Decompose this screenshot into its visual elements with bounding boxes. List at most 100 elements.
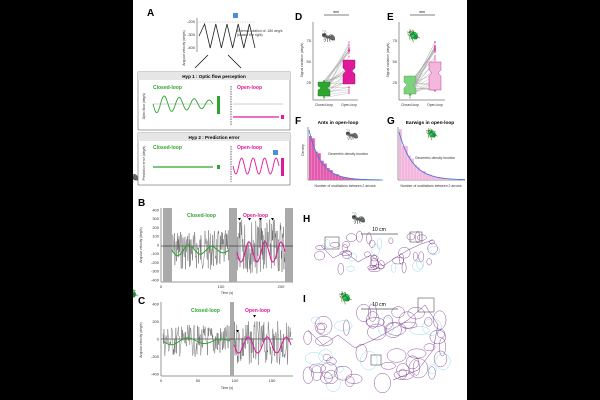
hyp1-box [137,71,291,131]
panel-b-yticks: 400 300 200 100 0 -100 -200 -300 -400 [151,207,160,282]
panel-h-loops [314,230,441,275]
hist-bar [438,177,441,180]
panel-f-histogram [309,136,381,180]
trajectory-loop [412,360,420,376]
panel-c-xtick-2: 100 [232,378,239,383]
hist-bar [447,178,450,180]
trajectory-loop [422,318,442,336]
panel-d: D Signal variation (deg/s) 75 50 25 *** … [295,11,358,107]
panel-b-xtick-2: 200 [278,284,285,289]
pair-point [434,47,436,49]
pair-point [348,88,350,91]
trajectory-loop [376,237,383,250]
hist-bar [423,171,426,180]
hyp2-title: Hyp 2 : Prediction error [188,135,239,140]
trajectory-loop [400,321,418,329]
trajectory-loop [303,330,312,345]
panel-f-xlabel: Number of oscillations between 2 arrows [314,184,375,188]
arrow-right [227,54,242,69]
hist-bar [321,160,324,180]
panel-e-ytick-50: 50 [393,59,398,64]
panel-d-ytick-75: 75 [307,38,312,43]
hyp2-ylabel: Prediction error (deg/s) [142,146,146,181]
trajectory-loop [314,250,325,261]
b-yticks-7: -300 [151,269,160,274]
panel-f-ant-icon: 🐜 [345,129,359,141]
trajectory-loop [426,258,432,266]
trajectory-loop [435,353,451,370]
trajectory-loop [315,245,326,250]
hist-bar [327,168,330,180]
panel-label-e: E [387,12,394,23]
trajectory-loop [390,263,397,273]
trajectory-loop [429,329,446,345]
hist-bar [414,164,417,180]
panel-e-cat-closed: Closed-loop [401,103,419,107]
panel-d-box-open [342,59,356,85]
trajectory-loop [439,337,446,357]
panel-f-legend: Geometric density function [328,152,368,156]
panel-h-scale: 10 cm [372,227,386,233]
figure: A Angular velocity (deg/s) -200 -300 -40… [133,0,467,400]
panel-e: E Signal variation (deg/s) 75 50 25 *** … [386,11,445,107]
trajectory-loop [374,372,391,394]
trajectory-loop [355,343,368,362]
b-yticks-8: -400 [151,277,160,282]
hist-bar [348,178,351,180]
panel-f: F Ants in open-loop 🐜 Density Geometric … [295,116,383,188]
pair-point [434,49,436,52]
trajectory-loop [381,362,396,370]
panel-b-closed-label: Closed-loop [187,213,216,219]
c-yticks-3: -200 [151,354,160,359]
panel-b-closed-smooth [171,244,230,257]
hist-bar [309,136,312,180]
trajectory-loop [310,365,323,381]
hyp1-open-box [281,115,284,119]
pair-point [348,41,350,44]
hist-bar [402,145,405,180]
panel-e-ylabel: Signal variation (deg/s) [386,43,390,78]
trajectory-loop [407,307,425,320]
trajectory-loop [356,303,371,322]
trajectory-loop [433,310,447,330]
trajectory-loop [316,322,328,331]
panel-c-xtick-3: 150 [269,378,276,383]
panel-b-gray-band-1 [163,208,172,282]
panel-b-xlabel: Time (s) [221,291,233,295]
hist-bar [432,175,435,180]
hist-bar [420,170,423,180]
panel-h-ant-icon: 🐜 [351,211,366,225]
earwig-icon: 🪲 [133,286,139,302]
trajectory-loop [364,251,371,258]
panel-i-box-2 [370,354,382,366]
trajectory-loop [315,335,333,347]
panel-e-ytick-25: 25 [393,80,398,85]
panel-d-sig: *** [333,11,339,17]
panel-a-ylabel: Angular velocity (deg/s) [182,30,186,65]
panel-g-histogram [399,129,465,180]
trajectory-loop [334,320,353,331]
panel-d-ant-icon: 🐜 [321,29,336,43]
hyp2-eye-icon [273,150,278,155]
hist-bar [408,155,411,180]
panel-h-box-1 [324,236,340,250]
hyp2-open-trace [232,157,280,175]
panel-c-arrows [236,315,256,333]
panel-label-c: C [138,296,145,307]
trajectory-loop [325,374,341,392]
pair-point [434,55,436,58]
trajectory-loop [406,233,415,241]
panel-b-closed-raw [171,229,230,270]
trajectory-loop [334,366,353,381]
panel-a-note-2: (toward the right) [237,33,263,37]
hist-bar [339,176,342,180]
panel-e-sig: *** [419,11,425,17]
panel-i: I 🪲 10 cm [302,291,451,394]
trajectory-loop [428,366,436,380]
c-yticks-0: 400 [152,301,159,306]
hist-bar [444,178,447,180]
trajectory-loop [378,260,385,270]
trajectory-loop [341,244,348,252]
hist-bar [318,153,321,180]
trajectory-loop [337,262,344,275]
